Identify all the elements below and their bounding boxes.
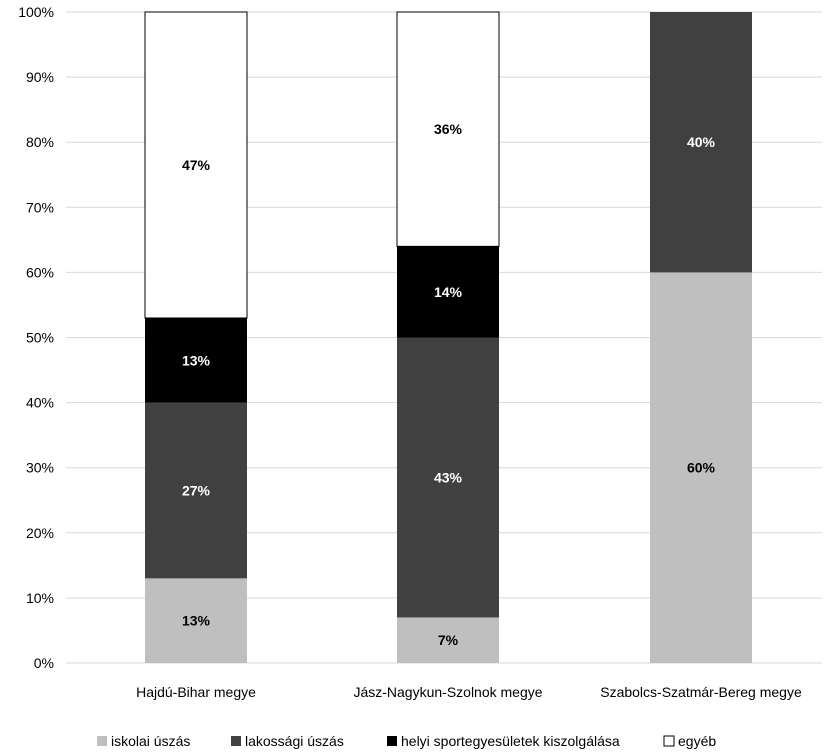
y-tick-label: 70% [26,199,54,215]
data-label: 14% [434,284,463,300]
legend-label: egyéb [678,733,716,749]
legend-label: iskolai úszás [111,733,190,749]
bar-segment [396,11,500,247]
legend-label: lakossági úszás [245,733,344,749]
bar-segment [650,272,752,663]
y-tick-label: 80% [26,134,54,150]
legend-swatch [231,736,241,746]
y-axis-tick-labels: 0% 10% 20% 30% 40% 50% 60% 70% 80% 90% 100% [18,4,54,671]
legend-swatch [387,736,397,746]
data-label: 40% [687,134,716,150]
bars [144,11,752,663]
bar-segment [397,617,499,663]
y-tick-label: 90% [26,69,54,85]
data-label: 43% [434,469,463,485]
y-tick-label: 0% [34,655,54,671]
y-tick-label: 30% [26,460,54,476]
y-tick-label: 40% [26,395,54,411]
bar-segment [397,337,499,618]
category-labels: Hajdú-Bihar megye Jász-Nagykun-Szolnok me… [136,684,802,700]
category-label: Hajdú-Bihar megye [136,684,256,700]
legend-swatch [97,736,107,746]
data-label: 13% [182,613,211,629]
data-label: 27% [182,482,211,498]
y-tick-label: 50% [26,330,54,346]
y-tick-label: 60% [26,264,54,280]
data-label: 13% [182,352,211,368]
data-label: 60% [687,460,716,476]
data-labels: 13% 27% 13% 47% 7% 43% 14% 36% 60% 40% [182,121,716,648]
category-label: Jász-Nagykun-Szolnok megye [353,684,542,700]
category-label: Szabolcs-Szatmár-Bereg megye [600,684,802,700]
bar-segment [145,578,247,663]
y-tick-label: 10% [26,590,54,606]
legend-label: helyi sportegyesületek kiszolgálása [401,733,620,749]
legend-swatch [663,735,675,747]
bar-segment [145,317,247,403]
bar-segment [397,246,499,338]
bar-segment [650,12,752,273]
legend: iskolai úszás lakossági úszás helyi sporte… [97,733,716,749]
data-label: 7% [438,632,459,648]
data-label: 36% [434,121,463,137]
bar-segment [144,11,248,319]
bar-segment [145,402,247,579]
data-label: 47% [182,157,211,173]
y-tick-label: 20% [26,525,54,541]
y-tick-label: 100% [18,4,54,20]
